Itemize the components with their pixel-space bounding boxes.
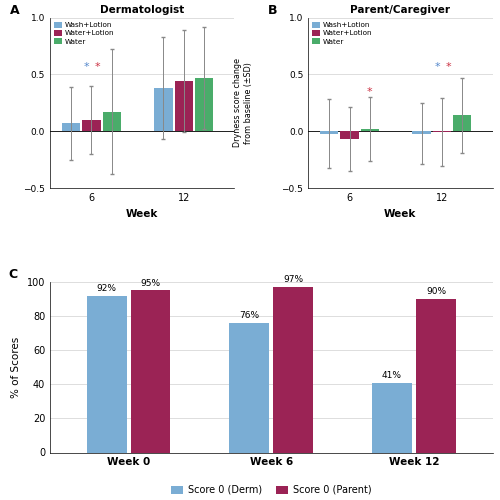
X-axis label: Week: Week bbox=[126, 208, 158, 218]
Bar bbox=[432, 131, 451, 132]
Text: C: C bbox=[8, 268, 17, 281]
Title: Dermatologist: Dermatologist bbox=[100, 6, 184, 16]
Bar bbox=[102, 112, 121, 131]
Bar bbox=[453, 116, 471, 131]
Text: 90%: 90% bbox=[426, 288, 446, 296]
Bar bbox=[154, 88, 172, 131]
Text: 76%: 76% bbox=[239, 312, 260, 320]
Text: *: * bbox=[367, 87, 372, 97]
Bar bbox=[361, 129, 379, 131]
Text: B: B bbox=[268, 4, 277, 17]
Bar bbox=[130, 290, 170, 452]
Legend: Wash+Lotion, Water+Lotion, Water: Wash+Lotion, Water+Lotion, Water bbox=[312, 21, 373, 46]
Text: A: A bbox=[10, 4, 19, 17]
Y-axis label: Dryness score change
from baseline (±SD): Dryness score change from baseline (±SD) bbox=[234, 58, 253, 148]
Bar bbox=[340, 131, 358, 139]
Text: *: * bbox=[84, 62, 89, 72]
Bar bbox=[62, 124, 80, 131]
Text: 95%: 95% bbox=[140, 279, 160, 288]
Y-axis label: % of Scores: % of Scores bbox=[11, 336, 21, 398]
Title: Parent/Caregiver: Parent/Caregiver bbox=[350, 6, 450, 16]
Bar bbox=[416, 299, 456, 452]
Bar bbox=[195, 78, 213, 131]
Legend: Score 0 (Derm), Score 0 (Parent): Score 0 (Derm), Score 0 (Parent) bbox=[167, 481, 376, 499]
Legend: Wash+Lotion, Water+Lotion, Water: Wash+Lotion, Water+Lotion, Water bbox=[54, 21, 114, 46]
Bar bbox=[230, 323, 270, 452]
Text: 92%: 92% bbox=[96, 284, 116, 293]
Bar bbox=[320, 131, 338, 134]
Bar bbox=[82, 120, 100, 131]
Text: 41%: 41% bbox=[382, 371, 402, 380]
Text: *: * bbox=[434, 62, 440, 72]
Bar bbox=[86, 296, 126, 452]
Text: *: * bbox=[446, 62, 451, 72]
Text: *: * bbox=[95, 62, 101, 72]
Text: 97%: 97% bbox=[283, 276, 304, 284]
Bar bbox=[412, 131, 430, 134]
Bar bbox=[273, 287, 313, 452]
X-axis label: Week: Week bbox=[384, 208, 416, 218]
Bar bbox=[372, 382, 412, 452]
Bar bbox=[174, 81, 193, 131]
